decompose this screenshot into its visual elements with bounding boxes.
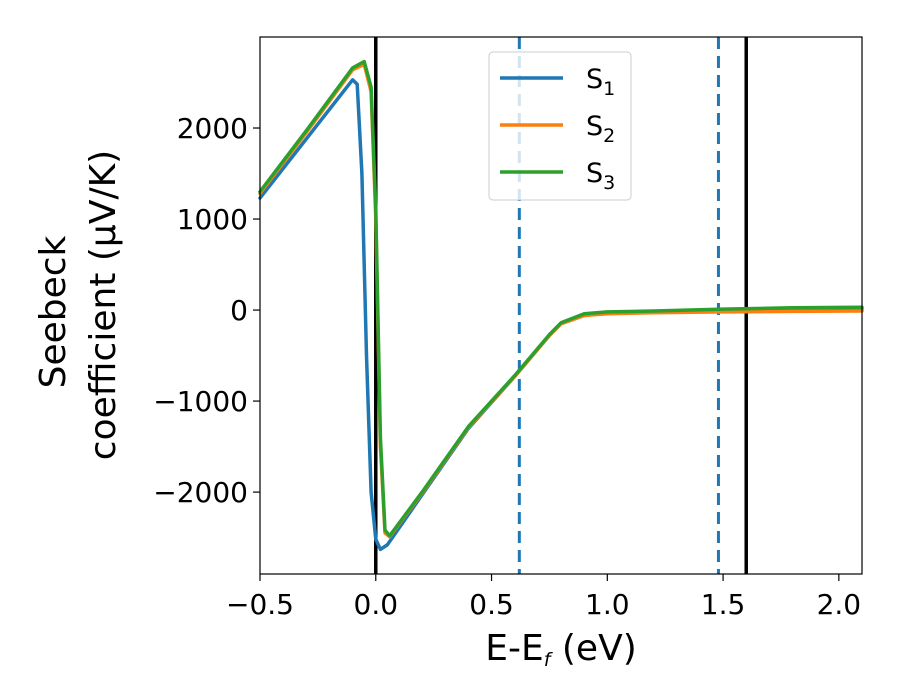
x-axis-label: E-Ef (eV) [485, 628, 637, 671]
y-axis: −2000 −1000 0 1000 2000 [153, 112, 260, 509]
y-axis-label: Seebeck coefficient (μV/K) [33, 150, 124, 460]
y-tick-label: 2000 [177, 112, 248, 145]
series-line-3 [258, 59, 864, 538]
x-axis: −0.5 0.0 0.5 1.0 1.5 2.0 [226, 574, 861, 621]
legend-label-1: S1 [586, 64, 615, 100]
legend-label-2: S2 [586, 111, 615, 147]
y-tick-label: −1000 [153, 385, 248, 418]
x-tick-label: 2.0 [817, 588, 862, 621]
y-tick-label: −2000 [153, 476, 248, 509]
x-tick-label: 1.0 [585, 588, 630, 621]
x-tick-label: −0.5 [226, 588, 294, 621]
x-tick-label: 0.0 [354, 588, 399, 621]
legend: S1 S2 S3 [488, 51, 632, 201]
y-tick-label: 1000 [177, 203, 248, 236]
y-axis-label-line1: Seebeck [33, 235, 74, 388]
y-axis-label-line2: coefficient (μV/K) [83, 150, 124, 460]
reference-lines [374, 37, 748, 574]
y-tick-label: 0 [230, 294, 248, 327]
x-tick-label: 0.5 [469, 588, 514, 621]
x-tick-label: 1.5 [701, 588, 746, 621]
plot-frame [259, 36, 863, 575]
series-lines [258, 59, 864, 552]
legend-label-3: S3 [586, 158, 615, 194]
